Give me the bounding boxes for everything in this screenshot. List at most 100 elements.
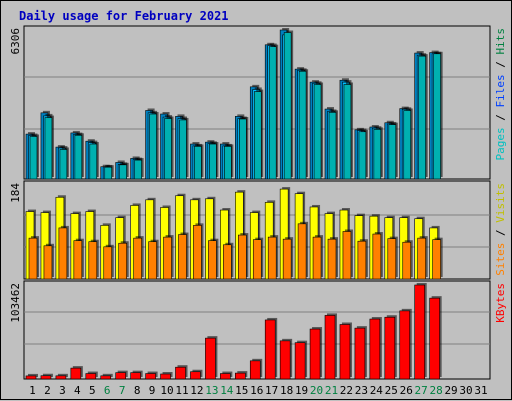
day-label: 25 bbox=[385, 384, 398, 397]
bar-kbytes-day-13 bbox=[205, 337, 216, 380]
legend-part: KBytes bbox=[494, 283, 507, 323]
bar-sites-day-15 bbox=[238, 234, 247, 280]
bar-sites-day-5 bbox=[88, 241, 98, 280]
day-label: 20 bbox=[310, 384, 323, 397]
day-label: 4 bbox=[74, 384, 81, 397]
bar-kbytes-day-18 bbox=[279, 340, 291, 380]
bar-sites-day-7 bbox=[118, 242, 127, 280]
bar-sites-day-10 bbox=[163, 236, 172, 280]
legend-part: / bbox=[494, 108, 507, 128]
day-label: 7 bbox=[119, 384, 126, 397]
day-label: 6 bbox=[104, 384, 111, 397]
bar-pages-day-14 bbox=[224, 146, 232, 180]
chart-panels: 6306 Pages / Files / Hits 184 Sites / Visit… bbox=[9, 25, 507, 380]
bar-kbytes-day-16 bbox=[249, 360, 261, 380]
bar-pages-day-5 bbox=[89, 143, 98, 180]
bar-kbytes-day-6-shadow bbox=[102, 373, 113, 377]
bar-sites-day-28 bbox=[432, 239, 441, 280]
bar-pages-day-28 bbox=[433, 53, 441, 180]
bar-sites-day-3 bbox=[58, 227, 68, 280]
day-label: 22 bbox=[340, 384, 353, 397]
bar-kbytes-day-15 bbox=[235, 372, 246, 380]
panel-2: 184 Sites / Visits bbox=[9, 180, 507, 280]
bar-pages-day-6 bbox=[104, 166, 113, 180]
bar-pages-day-27 bbox=[418, 55, 427, 180]
bar-pages-day-10 bbox=[164, 118, 172, 180]
bar-sites-day-19 bbox=[297, 223, 307, 280]
ymax-label: 6306 bbox=[9, 28, 22, 55]
day-label: 14 bbox=[220, 384, 234, 397]
bar-kbytes-day-19 bbox=[294, 342, 306, 380]
bar-kbytes-day-7 bbox=[115, 372, 126, 380]
bar-sites-day-14 bbox=[223, 244, 232, 280]
day-label: 12 bbox=[190, 384, 203, 397]
bars bbox=[25, 28, 443, 180]
bar-sites-day-21 bbox=[327, 238, 337, 280]
bar-kbytes-day-9 bbox=[145, 373, 156, 380]
ymax-label: 103462 bbox=[9, 283, 22, 323]
bar-pages-day-17 bbox=[268, 46, 277, 180]
bar-kbytes-day-20 bbox=[309, 328, 321, 380]
day-label: 10 bbox=[160, 384, 173, 397]
panel-3: 103462 KBytes bbox=[9, 280, 507, 380]
day-label: 31 bbox=[474, 384, 487, 397]
bar-pages-day-1 bbox=[29, 136, 38, 180]
bar-kbytes-day-6 bbox=[100, 375, 112, 380]
bar-sites-day-12 bbox=[193, 225, 202, 280]
legend-part: Sites bbox=[494, 243, 507, 276]
day-label: 30 bbox=[459, 384, 472, 397]
bar-pages-day-3 bbox=[59, 149, 68, 180]
bar-sites-day-4 bbox=[73, 240, 83, 280]
bar-pages-day-8 bbox=[134, 159, 142, 180]
bar-kbytes-day-24 bbox=[369, 318, 381, 380]
bar-kbytes-day-28 bbox=[429, 297, 440, 380]
bar-pages-day-12 bbox=[194, 146, 202, 180]
bar-pages-day-24 bbox=[373, 129, 382, 180]
day-label: 23 bbox=[355, 384, 368, 397]
bar-kbytes-day-8 bbox=[130, 372, 141, 380]
day-label: 9 bbox=[149, 384, 156, 397]
ymax-label: 184 bbox=[9, 183, 22, 203]
day-label: 18 bbox=[280, 384, 293, 397]
day-label: 16 bbox=[250, 384, 263, 397]
bar-sites-day-23 bbox=[357, 240, 367, 280]
bars bbox=[25, 283, 442, 380]
bar-sites-day-13 bbox=[208, 240, 217, 280]
bar-sites-day-1 bbox=[28, 237, 38, 280]
bar-pages-day-4 bbox=[74, 134, 83, 180]
bar-kbytes-day-12 bbox=[190, 371, 201, 380]
bar-pages-day-23 bbox=[358, 131, 367, 180]
bar-kbytes-day-23 bbox=[354, 327, 366, 380]
bar-pages-day-26 bbox=[403, 110, 412, 180]
bar-pages-day-16 bbox=[253, 91, 262, 180]
bar-pages-day-18 bbox=[283, 32, 292, 180]
bar-kbytes-day-3 bbox=[55, 375, 67, 380]
day-label: 29 bbox=[444, 384, 457, 397]
bar-sites-day-18 bbox=[282, 238, 292, 280]
bar-sites-day-11 bbox=[178, 234, 187, 280]
bar-pages-day-13 bbox=[209, 143, 217, 180]
day-label: 11 bbox=[175, 384, 188, 397]
bar-pages-day-25 bbox=[388, 124, 397, 180]
day-label: 1 bbox=[29, 384, 36, 397]
series-legend: Pages / Files / Hits bbox=[494, 28, 507, 161]
day-label: 3 bbox=[59, 384, 66, 397]
bar-sites-day-2 bbox=[43, 245, 53, 280]
day-label: 28 bbox=[430, 384, 443, 397]
bar-sites-day-20 bbox=[312, 236, 322, 280]
bar-sites-day-25 bbox=[387, 238, 397, 280]
day-label: 15 bbox=[235, 384, 248, 397]
bar-pages-day-2 bbox=[44, 117, 53, 180]
day-label: 8 bbox=[134, 384, 141, 397]
bar-kbytes-day-10 bbox=[160, 373, 171, 380]
bar-kbytes-day-3-shadow bbox=[57, 373, 68, 377]
day-label: 24 bbox=[370, 384, 384, 397]
bar-pages-day-9 bbox=[149, 113, 157, 180]
day-label: 2 bbox=[44, 384, 51, 397]
bars bbox=[25, 187, 443, 280]
legend-part: Hits bbox=[494, 28, 507, 55]
day-label: 26 bbox=[400, 384, 413, 397]
panel-1: 6306 Pages / Files / Hits bbox=[9, 25, 507, 180]
bar-sites-day-22 bbox=[342, 231, 352, 280]
